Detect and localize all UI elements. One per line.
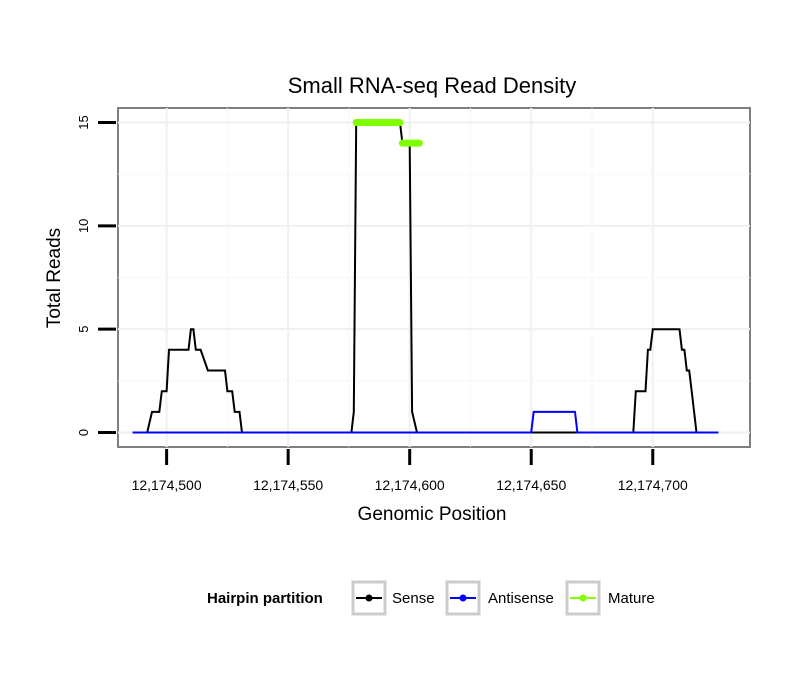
legend-key-dot <box>579 594 587 602</box>
x-tick-label: 12,174,700 <box>618 477 688 493</box>
x-tick-label: 12,174,650 <box>496 477 566 493</box>
x-tick-label: 12,174,500 <box>132 477 202 493</box>
x-tick-label: 12,174,550 <box>253 477 323 493</box>
series-layer <box>132 118 719 434</box>
chart-title: Small RNA-seq Read Density <box>288 73 577 98</box>
legend-title: Hairpin partition <box>207 590 323 607</box>
legend-key-dot <box>459 594 467 602</box>
legend-label-sense: Sense <box>392 590 435 607</box>
y-tick-label: 5 <box>76 326 91 333</box>
series-line-antisense <box>132 410 719 434</box>
legend-label-mature: Mature <box>608 590 655 607</box>
y-tick-label: 0 <box>76 429 91 436</box>
legend-key-dot <box>365 594 373 602</box>
legend: Hairpin partition Sense Antisense Mature <box>207 580 655 616</box>
y-tick-label: 15 <box>76 115 91 129</box>
y-axis: 0 5 10 15 <box>76 115 116 436</box>
x-tick-label: 12,174,600 <box>375 477 445 493</box>
legend-item-mature: Mature <box>565 580 655 616</box>
y-tick-label: 10 <box>76 219 91 233</box>
legend-item-antisense: Antisense <box>445 580 554 616</box>
legend-item-sense: Sense <box>351 580 435 616</box>
y-axis-title: Total Reads <box>44 228 65 328</box>
x-axis: 12,174,500 12,174,550 12,174,600 12,174,650… <box>132 449 688 493</box>
legend-label-antisense: Antisense <box>488 590 554 607</box>
x-axis-title: Genomic Position <box>358 504 507 525</box>
